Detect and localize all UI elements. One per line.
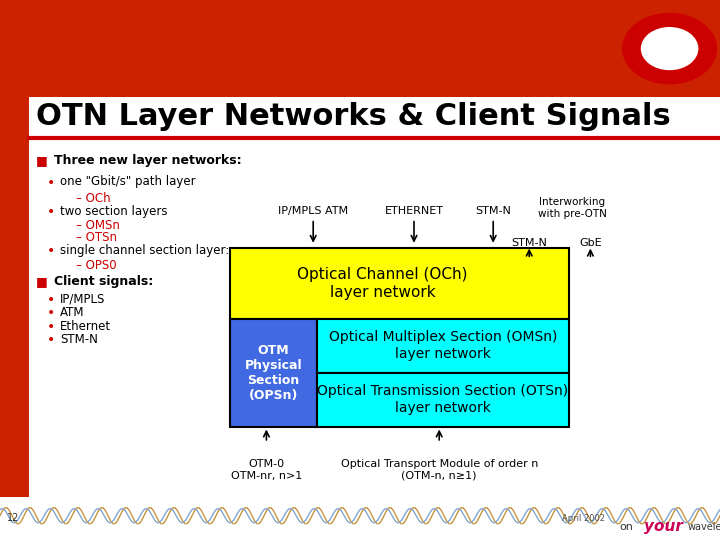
Bar bbox=[317, 319, 569, 373]
Text: STM-N: STM-N bbox=[60, 333, 98, 346]
Text: Optical Transmission Section (OTSn)
layer network: Optical Transmission Section (OTSn) laye… bbox=[318, 384, 568, 415]
Text: – OCh: – OCh bbox=[76, 192, 110, 205]
Text: OTN Layer Networks & Client Signals: OTN Layer Networks & Client Signals bbox=[36, 102, 671, 131]
Bar bbox=[0, 0, 720, 97]
Text: two section layers: two section layers bbox=[60, 205, 167, 218]
Text: OTM
Physical
Section
(OPSn): OTM Physical Section (OPSn) bbox=[245, 343, 302, 402]
Text: April 2002: April 2002 bbox=[562, 514, 605, 523]
Text: ■: ■ bbox=[36, 275, 48, 288]
Text: OTM-0
OTM-nr, n>1: OTM-0 OTM-nr, n>1 bbox=[231, 459, 302, 481]
Bar bbox=[0, 97, 29, 540]
Text: GbE: GbE bbox=[579, 238, 602, 248]
Text: ATM: ATM bbox=[60, 306, 84, 319]
Text: single channel section layer:: single channel section layer: bbox=[60, 244, 229, 257]
Text: Optical Transport Module of order n
(OTM-n, n≥1): Optical Transport Module of order n (OTM… bbox=[341, 459, 538, 481]
Text: – OPS0: – OPS0 bbox=[76, 259, 116, 272]
Text: – OTSn: – OTSn bbox=[76, 231, 117, 244]
Text: Optical Channel (OCh)
layer network: Optical Channel (OCh) layer network bbox=[297, 267, 468, 300]
Text: your: your bbox=[644, 519, 683, 534]
Bar bbox=[29, 97, 720, 497]
Text: •: • bbox=[47, 205, 55, 219]
Text: on: on bbox=[619, 522, 633, 531]
Text: •: • bbox=[47, 176, 55, 190]
Circle shape bbox=[641, 27, 698, 70]
Text: •: • bbox=[47, 244, 55, 258]
Text: •: • bbox=[47, 333, 55, 347]
Text: STM-N: STM-N bbox=[511, 238, 547, 248]
Text: Client signals:: Client signals: bbox=[54, 275, 153, 288]
Bar bbox=[0, 497, 720, 540]
Circle shape bbox=[623, 14, 716, 84]
Text: •: • bbox=[47, 320, 55, 334]
Text: IP/MPLS ATM: IP/MPLS ATM bbox=[278, 206, 348, 216]
Text: wavelength: wavelength bbox=[688, 522, 720, 531]
Text: Three new layer networks:: Three new layer networks: bbox=[54, 154, 242, 167]
Bar bbox=[230, 319, 317, 427]
Text: Optical Multiplex Section (OMSn)
layer network: Optical Multiplex Section (OMSn) layer n… bbox=[328, 330, 557, 361]
Text: one "Gbit/s" path layer: one "Gbit/s" path layer bbox=[60, 176, 195, 188]
Text: 12: 12 bbox=[7, 514, 19, 523]
Text: ■: ■ bbox=[36, 154, 48, 167]
Text: •: • bbox=[47, 306, 55, 320]
Text: IP/MPLS: IP/MPLS bbox=[60, 293, 105, 306]
Bar bbox=[29, 97, 720, 140]
Text: – OMSn: – OMSn bbox=[76, 219, 120, 232]
Text: Interworking
with pre-OTN: Interworking with pre-OTN bbox=[538, 197, 607, 219]
Bar bbox=[317, 373, 569, 427]
Text: STM-N: STM-N bbox=[475, 206, 511, 216]
Text: Ethernet: Ethernet bbox=[60, 320, 111, 333]
Bar bbox=[230, 248, 569, 319]
Text: •: • bbox=[47, 293, 55, 307]
Text: ETHERNET: ETHERNET bbox=[384, 206, 444, 216]
